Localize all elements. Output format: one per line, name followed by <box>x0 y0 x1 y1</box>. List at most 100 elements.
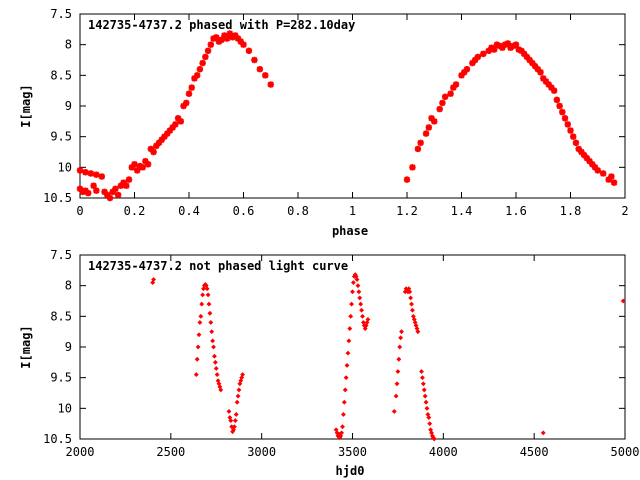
data-point <box>204 286 210 292</box>
data-point <box>469 59 476 67</box>
data-point <box>409 301 414 307</box>
data-point <box>355 283 361 289</box>
x-tick-label: 1.4 <box>451 204 473 218</box>
data-point <box>213 366 219 371</box>
data-point <box>109 188 116 196</box>
data-point <box>419 369 424 374</box>
data-point <box>104 191 111 199</box>
y-tick-label: 8 <box>65 38 72 52</box>
data-point <box>223 35 231 42</box>
data-point <box>399 329 404 335</box>
data-point <box>221 32 228 39</box>
data-point <box>210 338 216 344</box>
data-point <box>420 375 425 381</box>
data-point <box>605 176 612 183</box>
data-point <box>238 378 244 384</box>
data-point <box>226 408 232 414</box>
data-point <box>431 436 437 442</box>
data-point <box>136 162 144 170</box>
data-point <box>359 307 365 313</box>
y-ticks: 7.5 8 8.5 9 9.5 10 10.5 <box>43 248 625 446</box>
data-point <box>196 66 204 73</box>
data-point <box>125 176 133 183</box>
data-point <box>142 158 149 165</box>
data-point <box>188 84 195 91</box>
y-axis-label: I[mag] <box>19 84 33 127</box>
data-point <box>358 301 364 307</box>
x-ticks: 0 0.2 0.4 0.6 0.8 1 1.2 1.4 1.6 1.8 2 <box>76 14 629 218</box>
data-point <box>452 81 460 88</box>
data-point <box>344 362 350 368</box>
data-point <box>493 41 501 48</box>
data-point <box>572 139 580 146</box>
data-point <box>213 34 220 41</box>
y-tick-label: 10 <box>58 160 72 174</box>
x-tick-label: 1.6 <box>505 204 527 218</box>
data-point <box>150 148 157 156</box>
data-point <box>425 124 432 131</box>
data-point <box>357 295 363 301</box>
x-tick-label: 2000 <box>66 445 95 459</box>
data-point <box>166 127 174 134</box>
data-point <box>518 47 525 54</box>
data-point <box>526 56 533 64</box>
data-point <box>534 66 541 73</box>
x-tick-label: 4500 <box>520 445 549 459</box>
data-point <box>510 42 517 50</box>
data-point <box>193 372 199 378</box>
data-point <box>589 161 596 168</box>
data-point <box>458 72 465 79</box>
data-point <box>350 289 355 295</box>
data-point <box>155 139 163 146</box>
x-tick-label: 0.4 <box>178 204 200 218</box>
data-point <box>394 381 400 387</box>
data-point <box>206 301 212 307</box>
x-axis-label: hjd0 <box>336 464 365 478</box>
data-point <box>342 387 348 393</box>
data-point <box>421 387 427 393</box>
data-point <box>397 344 403 350</box>
data-point <box>542 78 550 85</box>
data-point <box>197 320 203 325</box>
data-point <box>523 53 531 61</box>
data-point <box>431 118 438 125</box>
data-point <box>424 405 430 411</box>
data-point <box>348 313 354 319</box>
data-point <box>174 115 182 122</box>
x-tick-label: 0.6 <box>233 204 255 218</box>
data-point <box>128 164 135 171</box>
x-axis-label: phase <box>332 224 368 238</box>
data-point <box>363 323 369 328</box>
data-point <box>98 173 105 180</box>
data-point <box>346 338 352 344</box>
data-point <box>340 412 346 417</box>
data-point <box>393 393 399 399</box>
data-point <box>240 41 247 48</box>
data-point <box>147 145 155 153</box>
data-point <box>134 167 141 174</box>
data-point <box>504 40 512 47</box>
data-point <box>347 326 353 332</box>
plot-frame <box>79 13 626 199</box>
data-point <box>391 408 397 414</box>
data-point <box>570 133 577 140</box>
data-point <box>207 310 213 316</box>
data-point <box>202 53 209 61</box>
data-point <box>580 151 588 159</box>
data-point <box>540 75 547 82</box>
data-point <box>340 424 345 430</box>
data-point <box>362 326 368 332</box>
unphased-plot: 142735-4737.2 not phased light curve hjd… <box>19 248 639 478</box>
data-point <box>262 72 269 79</box>
data-point <box>87 170 95 177</box>
data-point <box>205 292 211 298</box>
data-point <box>120 179 127 186</box>
data-point <box>339 430 345 436</box>
data-point <box>427 421 433 427</box>
data-point <box>231 424 237 430</box>
data-point <box>600 170 607 177</box>
x-tick-label: 3000 <box>247 445 276 459</box>
data-point <box>512 41 520 48</box>
data-point <box>208 320 214 325</box>
